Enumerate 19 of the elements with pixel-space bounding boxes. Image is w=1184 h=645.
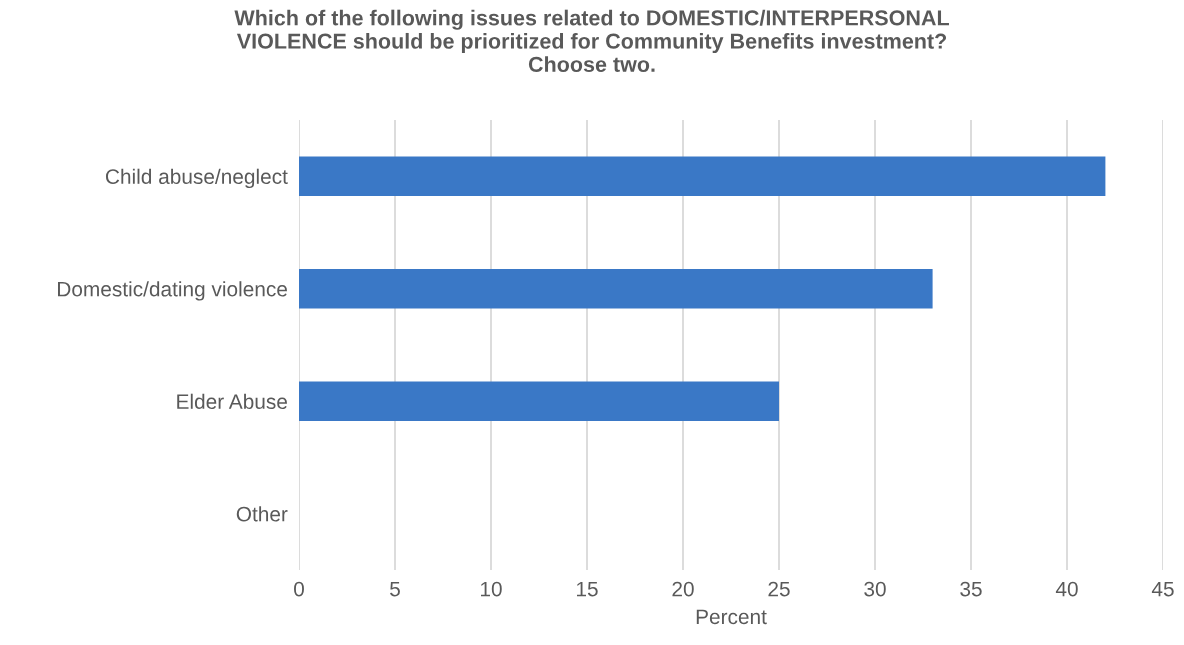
x-tick-label: 35 <box>960 581 982 597</box>
bar <box>299 381 779 421</box>
y-tick-label: Elder Abuse <box>177 393 287 409</box>
x-tick-label: 10 <box>481 581 502 597</box>
x-tick-label: 25 <box>768 581 790 597</box>
y-tick-label: Other <box>236 506 288 522</box>
x-tick-label: 15 <box>577 581 598 597</box>
y-tick-label: Domestic/dating violence <box>58 281 287 301</box>
x-tick-label: 20 <box>672 581 694 597</box>
chart-title: Which of the following issues related to DOMESTIC/INTERPERSONAL VIOLENCE should be prioritized for Community Benefits investment? Choose two. <box>234 9 949 72</box>
bar <box>299 156 1106 196</box>
x-tick-label: 0 <box>294 581 304 597</box>
x-tick-label: 30 <box>864 581 886 597</box>
x-axis-title: Percent <box>696 609 767 625</box>
x-tick-label: 40 <box>1055 581 1078 597</box>
bar <box>299 269 933 309</box>
x-tick-label: 5 <box>390 581 400 597</box>
y-tick-label: Child abuse/neglect <box>105 168 288 189</box>
x-tick-label: 45 <box>1151 581 1174 597</box>
